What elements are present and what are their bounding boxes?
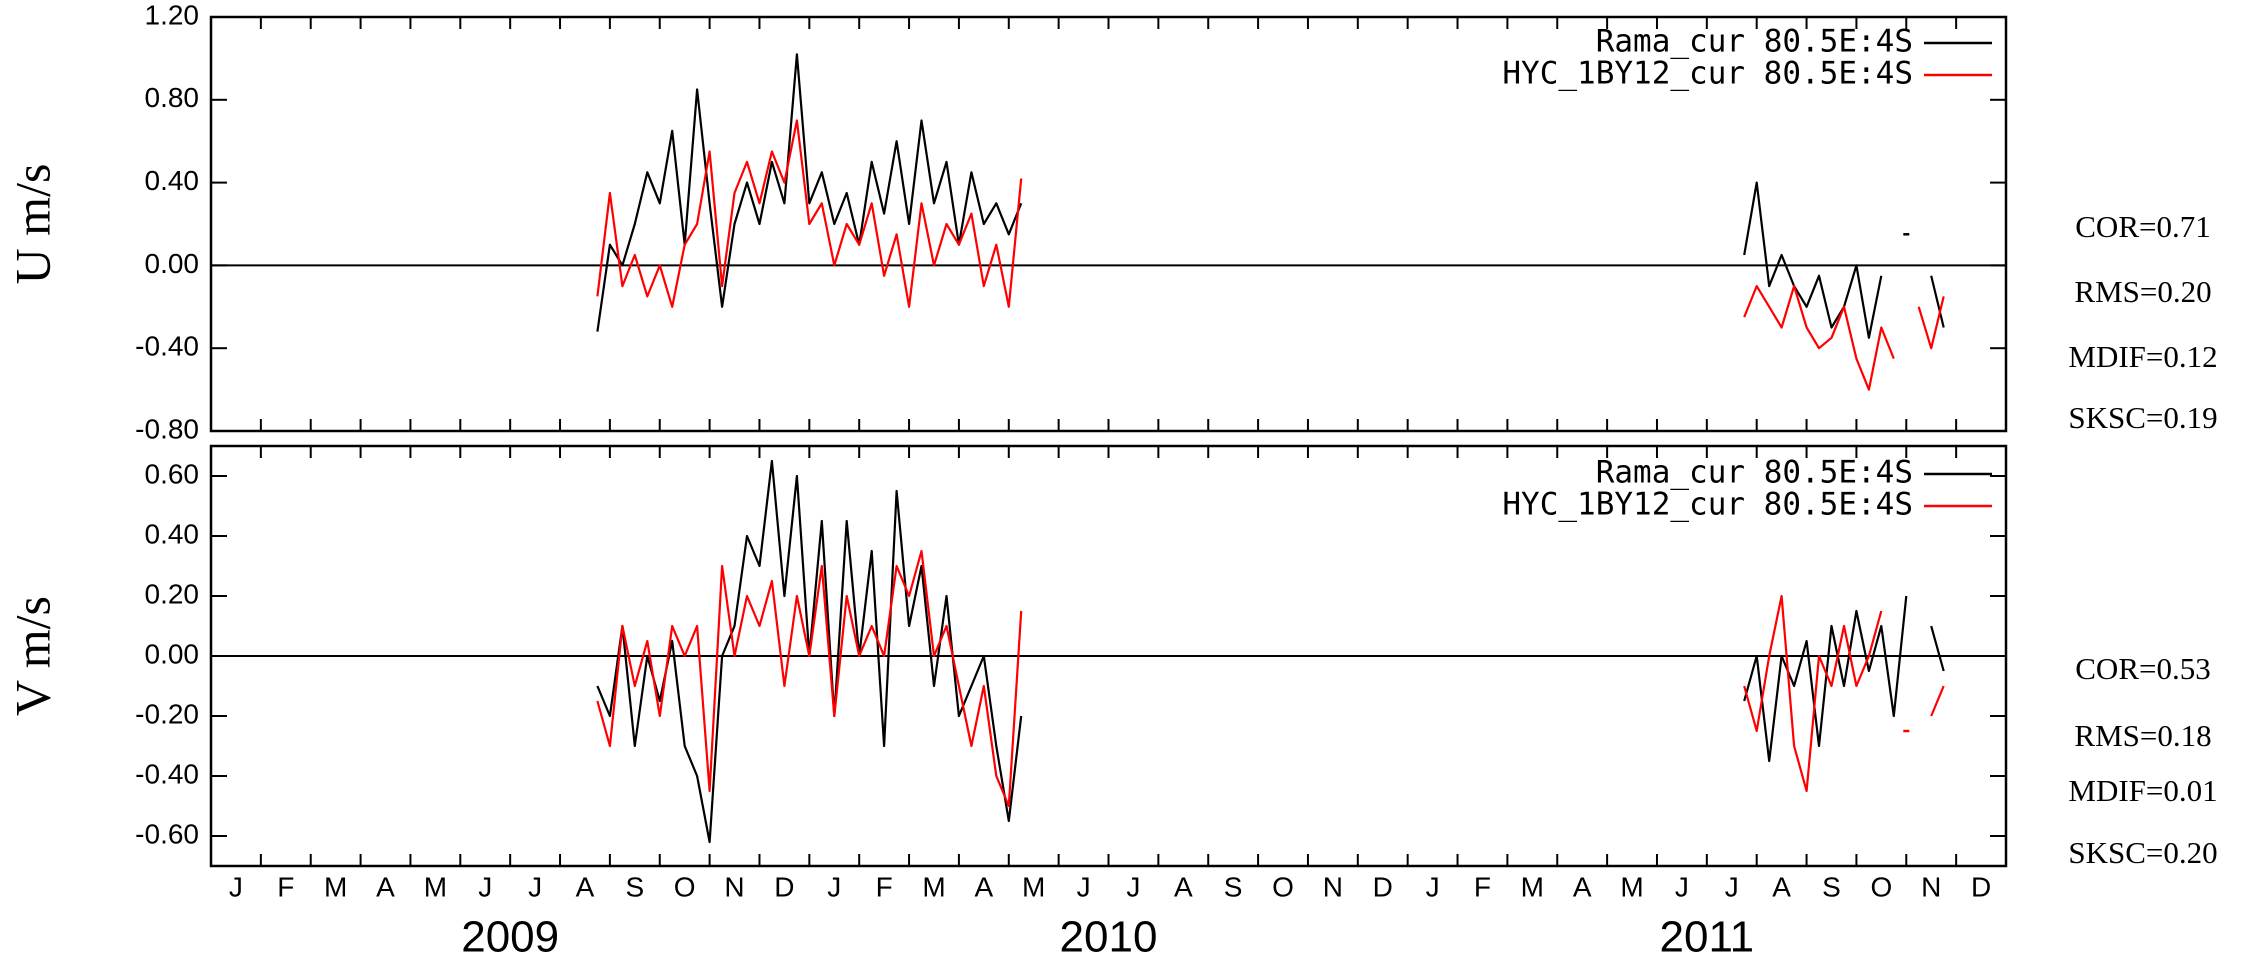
legend-label: Rama_cur 80.5E:4S (1596, 24, 1913, 60)
series-line (1743, 594, 1883, 793)
stat-annotation: MDIF=0.12 (2068, 339, 2217, 374)
x-tick-label: J (1675, 871, 1689, 902)
y-tick-label: 0.00 (145, 248, 200, 279)
x-tick-label: N (724, 871, 744, 902)
y-tick-label: 0.20 (145, 578, 200, 609)
stat-annotation: SKSC=0.20 (2068, 835, 2217, 870)
legend-label: Rama_cur 80.5E:4S (1596, 455, 1913, 491)
series-line (1930, 275, 1945, 328)
x-tick-label: M (424, 871, 447, 902)
x-tick-label: J (1725, 871, 1739, 902)
x-tick-label: J (1077, 871, 1091, 902)
stat-annotation: RMS=0.20 (2074, 274, 2211, 309)
y-tick-label: -0.40 (135, 331, 199, 362)
x-tick-label: J (1426, 871, 1440, 902)
x-tick-label: A (1174, 871, 1193, 902)
y-tick-label: 0.60 (145, 458, 200, 489)
series-line (1743, 181, 1883, 339)
y-tick-label: 0.40 (145, 165, 200, 196)
x-tick-label: O (674, 871, 696, 902)
x-tick-label: D (1373, 871, 1393, 902)
x-tick-label: O (1870, 871, 1892, 902)
x-tick-label: M (324, 871, 347, 902)
y-tick-label: 1.20 (145, 0, 200, 30)
x-tick-label: O (1272, 871, 1294, 902)
x-tick-label: J (478, 871, 492, 902)
y-tick-label: -0.20 (135, 698, 199, 729)
x-tick-label: S (625, 871, 644, 902)
x-tick-label: D (1971, 871, 1991, 902)
x-tick-label: M (1620, 871, 1643, 902)
series-line (1917, 296, 1945, 350)
x-tick-label: F (876, 871, 893, 902)
stat-annotation: COR=0.71 (2075, 209, 2210, 244)
x-tick-label: J (528, 871, 542, 902)
legend-label: HYC_1BY12_cur 80.5E:4S (1502, 487, 1913, 523)
series-line (1930, 685, 1945, 717)
stat-annotation: RMS=0.18 (2074, 718, 2211, 753)
x-tick-label: A (376, 871, 395, 902)
year-label: 2010 (1060, 913, 1158, 957)
x-tick-label: M (1521, 871, 1544, 902)
x-tick-label: M (922, 871, 945, 902)
series-line (596, 53, 1023, 332)
y-axis-label: V m/s (4, 596, 60, 716)
y-tick-label: 0.40 (145, 518, 200, 549)
x-tick-label: F (277, 871, 294, 902)
series-line (1743, 285, 1895, 391)
x-tick-label: J (229, 871, 243, 902)
series-line (596, 549, 1023, 808)
x-tick-label: N (1921, 871, 1941, 902)
y-tick-label: -0.40 (135, 758, 199, 789)
y-tick-label: 0.80 (145, 82, 200, 113)
stat-annotation: COR=0.53 (2075, 651, 2210, 686)
x-tick-label: A (975, 871, 994, 902)
x-tick-label: S (1822, 871, 1841, 902)
stat-annotation: MDIF=0.01 (2068, 773, 2217, 808)
x-tick-label: J (1126, 871, 1140, 902)
y-tick-label: 0.00 (145, 638, 200, 669)
y-tick-label: -0.80 (135, 413, 199, 444)
series-line (1930, 625, 1945, 672)
year-label: 2011 (1660, 913, 1755, 957)
y-axis-label: U m/s (4, 164, 60, 285)
x-tick-label: N (1323, 871, 1343, 902)
legend-label: HYC_1BY12_cur 80.5E:4S (1502, 56, 1913, 92)
x-tick-label: A (1772, 871, 1791, 902)
stat-annotation: SKSC=0.19 (2068, 400, 2217, 435)
y-tick-label: -0.60 (135, 818, 199, 849)
x-tick-label: F (1474, 871, 1491, 902)
series-line (596, 119, 1023, 308)
series-line (1743, 595, 1908, 763)
x-tick-label: M (1022, 871, 1045, 902)
x-tick-label: S (1224, 871, 1243, 902)
x-tick-label: A (576, 871, 595, 902)
x-tick-label: J (827, 871, 841, 902)
x-tick-label: D (774, 871, 794, 902)
year-label: 2009 (461, 913, 559, 957)
x-tick-label: A (1573, 871, 1592, 902)
